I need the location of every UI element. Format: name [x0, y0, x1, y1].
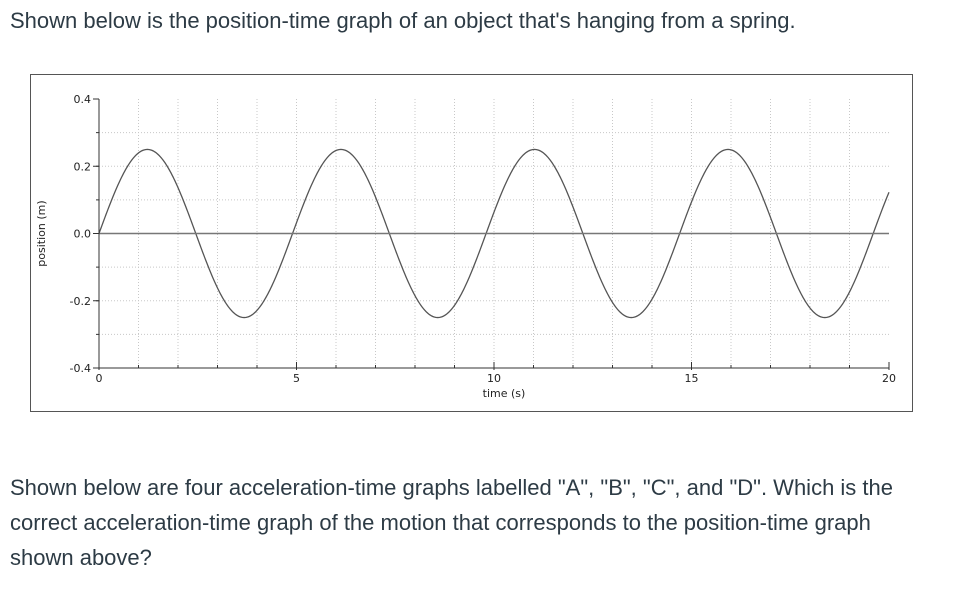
x-tick-label: 20 — [882, 372, 896, 385]
y-tick-label: 0.2 — [74, 160, 92, 173]
x-tick-label: 0 — [96, 372, 103, 385]
x-axis-label: time (s) — [483, 387, 526, 400]
x-tick-label: 5 — [293, 372, 300, 385]
x-tick-label: 15 — [685, 372, 699, 385]
chart-svg: 0 5 10 15 20 -0.4 -0.2 0.0 0.2 0.4 time (s) positio… — [35, 93, 896, 400]
y-tick-label: 0.4 — [74, 93, 92, 106]
question-text: Shown below are four acceleration-time g… — [10, 475, 893, 570]
x-tick-label: 10 — [487, 372, 501, 385]
intro-text: Shown below is the position-time graph o… — [10, 8, 796, 33]
y-tick-label: -0.4 — [70, 362, 91, 375]
y-axis-label: position (m) — [35, 200, 48, 266]
position-curve — [98, 148, 890, 319]
y-tick-label: 0.0 — [74, 228, 92, 241]
position-time-chart: 0 5 10 15 20 -0.4 -0.2 0.0 0.2 0.4 time (s) positio… — [30, 74, 913, 412]
y-tick-label: -0.2 — [70, 295, 91, 308]
